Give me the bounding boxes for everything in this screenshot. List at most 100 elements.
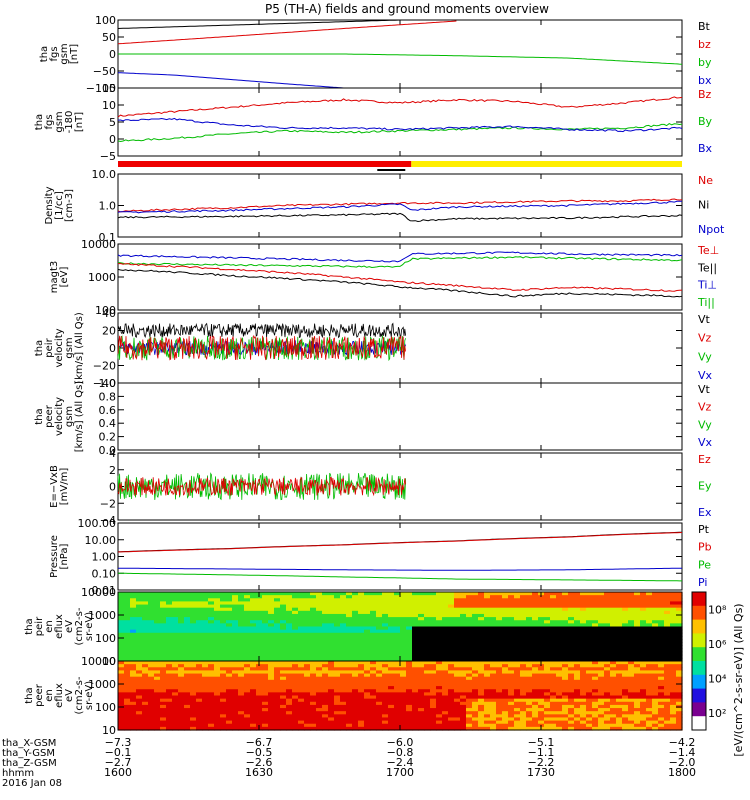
heatmap-cell (466, 645, 473, 650)
heatmap-cell (664, 645, 671, 650)
heatmap-cell (352, 601, 359, 606)
heatmap-cell (166, 692, 173, 697)
heatmap-cell (196, 673, 203, 678)
heatmap-cell (430, 604, 437, 609)
heatmap-cell (544, 601, 551, 606)
heatmap-cell (418, 654, 425, 659)
heatmap-cell (574, 626, 581, 631)
heatmap-cell (640, 708, 647, 712)
heatmap-cell (298, 717, 305, 722)
heatmap-cell (592, 639, 599, 643)
heatmap-cell (424, 654, 431, 659)
heatmap-cell (454, 626, 461, 631)
heatmap-cell (466, 613, 473, 618)
heatmap-cell (280, 717, 287, 722)
heatmap-cell (592, 610, 599, 615)
heatmap-cell (166, 664, 173, 668)
heatmap-cell (616, 682, 623, 687)
heatmap-cell (370, 613, 377, 618)
heatmap-cell (136, 632, 143, 637)
heatmap-cell (244, 654, 251, 659)
heatmap-cell (238, 610, 245, 615)
heatmap-cell (640, 623, 647, 628)
heatmap-cell (220, 726, 227, 731)
heatmap-cell (484, 714, 491, 719)
heatmap-cell (244, 595, 251, 599)
heatmap-cell (610, 667, 617, 672)
heatmap-cell (250, 623, 257, 628)
heatmap-cell (334, 723, 341, 728)
heatmap-cell (586, 726, 593, 731)
heatmap-cell (406, 657, 413, 662)
heatmap-cell (262, 686, 269, 690)
heatmap-cell (400, 698, 407, 703)
heatmap-cell (484, 610, 491, 615)
heatmap-cell (646, 592, 653, 596)
heatmap-cell (514, 682, 521, 687)
heatmap-cell (412, 607, 419, 612)
heatmap-cell (328, 657, 335, 662)
heatmap-cell (280, 698, 287, 703)
heatmap-cell (634, 654, 641, 659)
heatmap-cell (568, 610, 575, 615)
heatmap-cell (586, 610, 593, 615)
heatmap-cell (496, 673, 503, 678)
heatmap-cell (304, 607, 311, 612)
heatmap-cell (580, 676, 587, 681)
heatmap-cell (376, 595, 383, 599)
heatmap-cell (334, 610, 341, 615)
heatmap-cell (214, 689, 221, 693)
heatmap-cell (220, 604, 227, 609)
heatmap-cell (364, 626, 371, 631)
heatmap-cell (202, 639, 209, 643)
heatmap-cell (592, 673, 599, 678)
heatmap-cell (244, 664, 251, 668)
heatmap-cell (454, 635, 461, 640)
heatmap-cell (472, 595, 479, 599)
heatmap-cell (400, 692, 407, 697)
heatmap-cell (154, 607, 161, 612)
heatmap-cell (160, 626, 167, 631)
heatmap-cell (160, 711, 167, 715)
heatmap-cell (166, 698, 173, 703)
heatmap-cell (604, 632, 611, 637)
heatmap-cell (538, 720, 545, 725)
heatmap-cell (274, 610, 281, 615)
heatmap-cell (124, 717, 131, 722)
heatmap-cell (316, 723, 323, 728)
heatmap-cell (436, 598, 443, 603)
heatmap-cell (448, 629, 455, 634)
heatmap-cell (598, 645, 605, 650)
heatmap-cell (214, 661, 221, 665)
heatmap-cell (484, 635, 491, 640)
heatmap-cell (400, 670, 407, 675)
heatmap-cell (370, 648, 377, 653)
heatmap-cell (184, 679, 191, 684)
heatmap-cell (124, 664, 131, 668)
heatmap-cell (394, 604, 401, 609)
heatmap-cell (316, 708, 323, 712)
heatmap-cell (232, 657, 239, 662)
heatmap-cell (148, 711, 155, 715)
heatmap-cell (670, 635, 677, 640)
heatmap-cell (478, 648, 485, 653)
heatmap-cell (622, 689, 629, 693)
heatmap-cell (382, 623, 389, 628)
heatmap-cell (352, 623, 359, 628)
heatmap-cell (430, 645, 437, 650)
legend-bx: Bx (698, 142, 713, 155)
heatmap-cell (424, 689, 431, 693)
heatmap-cell (268, 676, 275, 681)
heatmap-cell (136, 717, 143, 722)
heatmap-cell (262, 610, 269, 615)
heatmap-cell (412, 613, 419, 618)
heatmap-cell (544, 654, 551, 659)
heatmap-cell (214, 704, 221, 709)
heatmap-cell (370, 667, 377, 672)
heatmap-cell (328, 620, 335, 624)
heatmap-cell (376, 708, 383, 712)
heatmap-cell (250, 682, 257, 687)
noise-trace-vz (117, 334, 406, 361)
heatmap-cell (484, 623, 491, 628)
heatmap-cell (586, 698, 593, 703)
